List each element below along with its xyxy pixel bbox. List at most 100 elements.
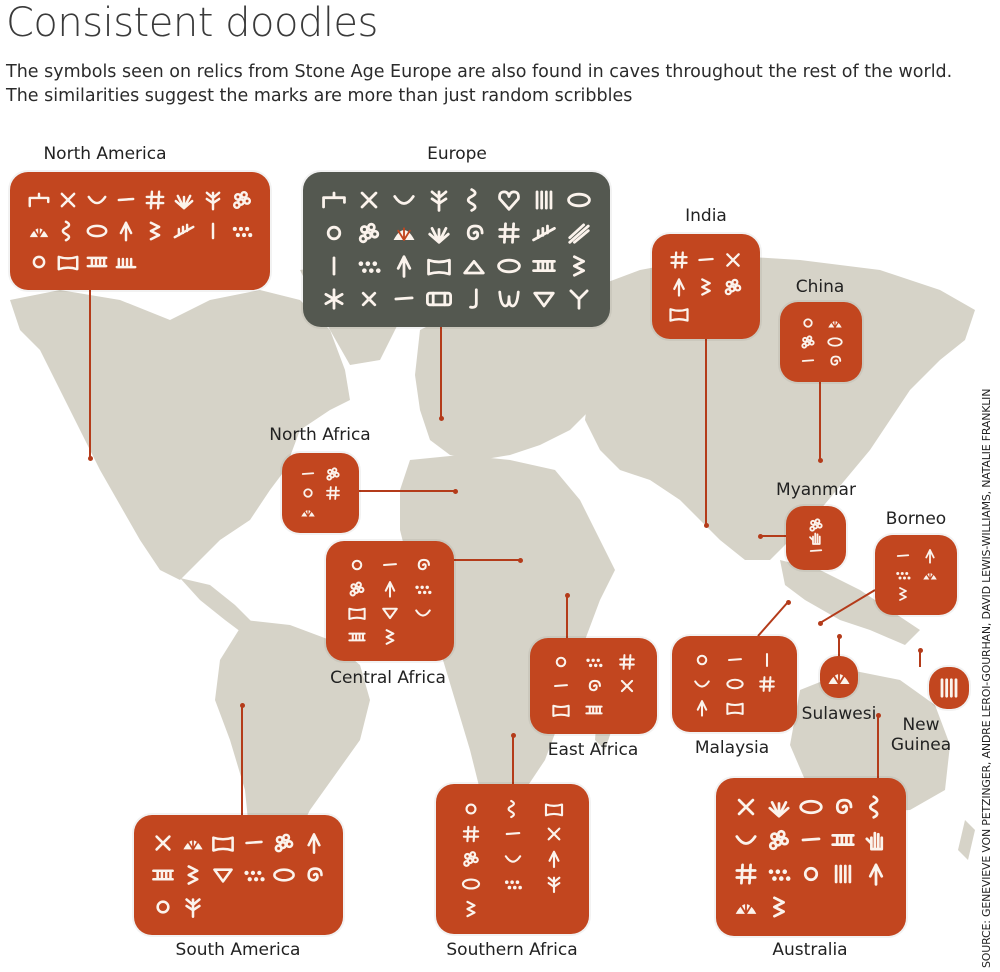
- location-dot-south-america: [239, 702, 245, 708]
- symbol-cluster-icon: [765, 826, 793, 854]
- symbol-hash-icon: [460, 823, 481, 844]
- symbol-rectangle-icon: [55, 250, 80, 275]
- connector-line-myanmar: [760, 535, 786, 537]
- connector-line-sulawesi: [838, 636, 840, 656]
- symbol-cross-icon: [721, 248, 744, 271]
- source-credit: SOURCE: GENEVIEVE VON PETZINGER, ANDRE L…: [980, 388, 993, 968]
- symbol-line-icon: [894, 547, 912, 565]
- symbol-shell-icon: [826, 314, 844, 332]
- symbol-line-icon: [380, 555, 400, 575]
- symbol-branch-icon: [543, 873, 564, 894]
- symbol-shell-icon: [921, 566, 939, 584]
- symbol-circle-icon: [150, 894, 176, 920]
- symbol-cross-icon: [616, 676, 636, 696]
- subtitle-line: The symbols seen on relics from Stone Ag…: [6, 62, 953, 82]
- symbol-spiral-icon: [301, 862, 327, 888]
- symbol-shell-icon: [180, 830, 206, 856]
- symbol-line-icon: [299, 465, 317, 483]
- symbol-scalariform-icon: [530, 252, 558, 280]
- symbol-triangle-icon: [301, 830, 327, 856]
- region-box-sulawesi: [820, 656, 858, 698]
- symbol-line-vertical-icon: [200, 219, 225, 244]
- connector-line-east-africa: [566, 595, 568, 638]
- symbol-spiral-icon: [460, 219, 488, 247]
- symbol-aviform-icon: [460, 252, 488, 280]
- symbol-dots-icon: [229, 219, 254, 244]
- location-dot-europe: [438, 415, 444, 421]
- symbol-cluster-icon: [346, 579, 366, 599]
- symbol-spiral-icon: [583, 676, 603, 696]
- symbol-cross-icon: [55, 187, 80, 212]
- symbol-curve-icon: [84, 187, 109, 212]
- symbol-circle-icon: [26, 250, 51, 275]
- location-dot-sulawesi: [836, 633, 842, 639]
- symbol-hash-icon: [668, 248, 691, 271]
- symbol-cross-icon: [150, 830, 176, 856]
- symbol-curve-icon: [502, 848, 523, 869]
- location-dot-central-africa: [517, 557, 523, 563]
- symbol-circle-icon: [299, 484, 317, 502]
- region-box-north-america: [10, 172, 270, 290]
- region-box-china: [780, 302, 862, 382]
- map-africa: [400, 455, 615, 805]
- region-label-central-africa: Central Africa: [330, 668, 446, 688]
- symbol-oval-icon: [797, 793, 825, 821]
- symbol-shell-icon: [825, 663, 853, 691]
- symbol-spiral-icon: [826, 352, 844, 370]
- symbol-triangle-icon: [380, 579, 400, 599]
- symbol-oval-icon: [826, 333, 844, 351]
- symbol-line-icon: [695, 248, 718, 271]
- region-label-malaysia: Malaysia: [694, 738, 770, 758]
- symbol-cross-icon: [732, 793, 760, 821]
- region-label-europe: Europe: [427, 144, 487, 164]
- symbol-asterisk-icon: [321, 285, 349, 313]
- symbol-oval-icon: [495, 252, 523, 280]
- region-box-australia: [716, 778, 906, 936]
- symbol-zigzag-icon: [380, 627, 400, 647]
- symbol-hash-icon: [324, 484, 342, 502]
- symbol-shell-icon: [732, 893, 760, 921]
- region-label-new-guinea: New Guinea: [890, 715, 952, 755]
- symbol-oval-icon: [724, 674, 744, 694]
- map-europe: [415, 300, 600, 460]
- symbol-triangle-icon: [543, 848, 564, 869]
- symbol-dots-icon: [241, 862, 267, 888]
- symbol-branch-icon: [180, 894, 206, 920]
- location-dot-borneo: [817, 620, 823, 626]
- symbol-finger-flutings-icon: [935, 674, 963, 702]
- symbol-inverted-triangle-icon: [530, 285, 558, 313]
- location-dot-australia: [875, 712, 881, 718]
- symbol-rectangle-icon: [346, 603, 366, 623]
- symbol-shell-icon: [26, 219, 51, 244]
- connector-line-north-america: [89, 290, 91, 458]
- symbol-hash-icon: [757, 674, 777, 694]
- symbol-finger-flutings-icon: [530, 186, 558, 214]
- region-box-malaysia: [672, 636, 797, 732]
- symbol-rectangle-icon: [550, 700, 570, 720]
- symbol-circle-icon: [346, 555, 366, 575]
- symbol-flabelliform-icon: [425, 219, 453, 247]
- symbol-zigzag-icon: [180, 862, 206, 888]
- symbol-cluster-icon: [799, 333, 817, 351]
- region-box-north-africa: [282, 453, 359, 533]
- symbol-rectangle-icon: [724, 698, 744, 718]
- symbol-hash-icon: [495, 219, 523, 247]
- symbol-hash-icon: [142, 187, 167, 212]
- symbol-branch-icon: [425, 186, 453, 214]
- symbol-triangle-icon: [668, 275, 691, 298]
- page-subtitle: The symbols seen on relics from Stone Ag…: [6, 60, 966, 108]
- symbol-cluster-icon: [229, 187, 254, 212]
- connector-line-australia: [877, 715, 879, 778]
- region-box-europe: [303, 172, 610, 327]
- symbol-line-vertical-icon: [757, 650, 777, 670]
- symbol-dots-icon: [355, 252, 383, 280]
- symbol-penniform-icon: [171, 219, 196, 244]
- symbol-oval-icon: [84, 219, 109, 244]
- region-box-southern-africa: [436, 784, 589, 934]
- map-north-america: [10, 290, 350, 580]
- symbol-line-icon: [113, 187, 138, 212]
- symbol-flabelliform-icon: [171, 187, 196, 212]
- symbol-tectiform-icon: [321, 186, 349, 214]
- symbol-circle-icon: [460, 798, 481, 819]
- map-new-zealand: [958, 820, 975, 860]
